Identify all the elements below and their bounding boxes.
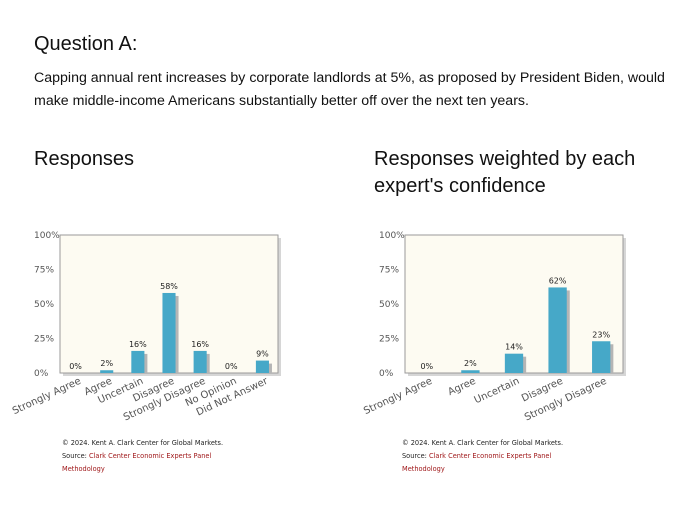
responses-chart: 0%25%50%75%100%0%Strongly Agree2%Agree16…	[11, 231, 281, 423]
bar-value-label: 58%	[160, 282, 178, 291]
bar-value-label: 16%	[129, 340, 147, 349]
question-title: Question A:	[34, 33, 138, 55]
bar	[193, 350, 207, 373]
y-tick-label: 75%	[34, 266, 54, 276]
bar	[131, 350, 145, 373]
x-tick-label: Uncertain	[473, 376, 522, 407]
y-tick-label: 0%	[379, 369, 394, 379]
copyright-text: © 2024. Kent A. Clark Center for Global …	[402, 439, 564, 447]
copyright-text: © 2024. Kent A. Clark Center for Global …	[62, 439, 224, 447]
y-tick-label: 50%	[379, 300, 399, 310]
x-tick-label: Strongly Agree	[362, 376, 434, 417]
bar-value-label: 0%	[69, 362, 82, 371]
bar	[100, 370, 114, 373]
source-link[interactable]: Clark Center Economic Experts Panel	[88, 452, 212, 460]
y-tick-label: 0%	[34, 369, 49, 379]
bar-value-label: 9%	[256, 350, 269, 359]
x-tick-label: Strongly Agree	[11, 376, 83, 417]
bar-value-label: 14%	[505, 343, 523, 352]
source-label: Source:	[62, 452, 87, 460]
chart-1-title: Responses	[34, 148, 135, 170]
y-tick-label: 100%	[379, 231, 405, 241]
source-line: Source: Clark Center Economic Experts Pa…	[62, 450, 223, 463]
bar-value-label: 0%	[420, 362, 433, 371]
bar-value-label: 2%	[464, 359, 477, 368]
bar-value-label: 2%	[100, 359, 113, 368]
source-label: Source:	[402, 452, 427, 460]
bar-value-label: 62%	[549, 276, 567, 285]
methodology-link[interactable]: Methodology	[62, 465, 105, 473]
source-line: Source: Clark Center Economic Experts Pa…	[402, 450, 563, 463]
source-link[interactable]: Clark Center Economic Experts Panel	[428, 452, 552, 460]
bar-value-label: 16%	[191, 340, 209, 349]
bar	[255, 360, 269, 373]
bar	[592, 341, 611, 373]
x-tick-label: Strongly Disagree	[523, 376, 608, 424]
bar	[461, 370, 480, 373]
credits-right: © 2024. Kent A. Clark Center for Global …	[402, 437, 563, 476]
chart-2-title: Responses weighted by each expert's conf…	[374, 148, 636, 197]
bar-value-label: 23%	[592, 330, 610, 339]
y-tick-label: 50%	[34, 300, 54, 310]
plot-area	[404, 234, 624, 374]
x-tick-label: Agree	[446, 376, 477, 398]
bar	[162, 292, 176, 373]
y-tick-label: 100%	[34, 231, 60, 241]
y-tick-label: 25%	[379, 335, 399, 345]
methodology-link[interactable]: Methodology	[402, 465, 445, 473]
y-tick-label: 75%	[379, 266, 399, 276]
bar-value-label: 0%	[225, 362, 238, 371]
weighted-responses-chart: 0%25%50%75%100%0%Strongly Agree2%Agree14…	[362, 231, 626, 424]
question-text: Capping annual rent increases by corpora…	[34, 70, 665, 109]
bar	[548, 287, 567, 373]
credits-left: © 2024. Kent A. Clark Center for Global …	[62, 437, 223, 476]
y-tick-label: 25%	[34, 335, 54, 345]
bar	[504, 353, 524, 373]
